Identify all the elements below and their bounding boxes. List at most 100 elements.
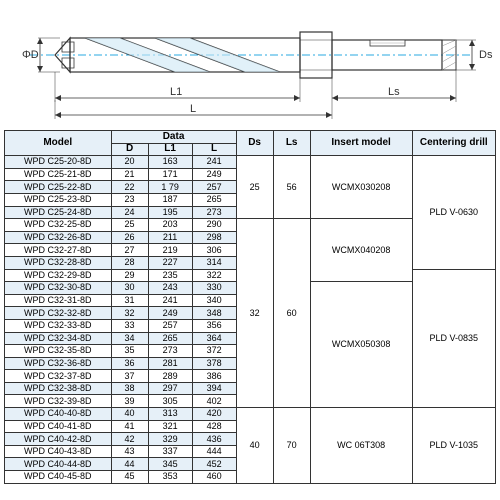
cell-model: WPD C32-37-8D <box>5 370 112 383</box>
cell-l: 452 <box>192 458 236 471</box>
label-phiD: ΦD <box>22 49 39 61</box>
cell-d: 41 <box>111 420 148 433</box>
cell-model: WPD C32-28-8D <box>5 256 112 269</box>
cell-l: 330 <box>192 282 236 295</box>
cell-ls: 60 <box>273 219 310 408</box>
cell-l1: 345 <box>148 458 192 471</box>
cell-l: 444 <box>192 445 236 458</box>
hdr-insert: Insert model <box>310 131 412 156</box>
cell-l1: 289 <box>148 370 192 383</box>
cell-d: 45 <box>111 471 148 484</box>
cell-d: 21 <box>111 168 148 181</box>
table-row: WPD C40-40-8D403134204070WC 06T308PLD V-… <box>5 408 496 421</box>
cell-l: 322 <box>192 269 236 282</box>
cell-l1: 243 <box>148 282 192 295</box>
hdr-ls: Ls <box>273 131 310 156</box>
cell-l1: 297 <box>148 382 192 395</box>
cell-l1: 211 <box>148 231 192 244</box>
cell-d: 29 <box>111 269 148 282</box>
cell-model: WPD C32-25-8D <box>5 219 112 232</box>
cell-model: WPD C40-41-8D <box>5 420 112 433</box>
cell-model: WPD C40-45-8D <box>5 471 112 484</box>
spec-table-area: Model Data Ds Ls Insert model Centering … <box>0 130 500 500</box>
hdr-ds: Ds <box>236 131 273 156</box>
cell-l1: 187 <box>148 193 192 206</box>
cell-d: 40 <box>111 408 148 421</box>
cell-centering: PLD V-0835 <box>412 269 495 408</box>
cell-model: WPD C40-44-8D <box>5 458 112 471</box>
cell-model: WPD C32-32-8D <box>5 307 112 320</box>
cell-model: WPD C25-24-8D <box>5 206 112 219</box>
cell-d: 20 <box>111 156 148 169</box>
cell-l1: 249 <box>148 307 192 320</box>
cell-model: WPD C32-27-8D <box>5 244 112 257</box>
cell-insert: WC 06T308 <box>310 408 412 484</box>
label-ls: Ls <box>388 86 400 98</box>
cell-model: WPD C40-43-8D <box>5 445 112 458</box>
cell-l: 298 <box>192 231 236 244</box>
cell-l1: 163 <box>148 156 192 169</box>
cell-ds: 40 <box>236 408 273 484</box>
cell-l1: 257 <box>148 319 192 332</box>
cell-model: WPD C32-36-8D <box>5 357 112 370</box>
cell-l1: 203 <box>148 219 192 232</box>
cell-d: 30 <box>111 282 148 295</box>
cell-l1: 227 <box>148 256 192 269</box>
cell-centering: PLD V-0630 <box>412 156 495 269</box>
cell-model: WPD C40-40-8D <box>5 408 112 421</box>
label-ds: Ds <box>479 49 493 61</box>
cell-model: WPD C32-26-8D <box>5 231 112 244</box>
cell-l: 257 <box>192 181 236 194</box>
cell-d: 42 <box>111 433 148 446</box>
cell-l1: 1 79 <box>148 181 192 194</box>
hdr-d: D <box>111 143 148 156</box>
cell-model: WPD C32-34-8D <box>5 332 112 345</box>
cell-model: WPD C25-22-8D <box>5 181 112 194</box>
cell-model: WPD C32-33-8D <box>5 319 112 332</box>
cell-d: 26 <box>111 231 148 244</box>
hdr-l: L <box>192 143 236 156</box>
cell-d: 43 <box>111 445 148 458</box>
cell-d: 28 <box>111 256 148 269</box>
hdr-l1: L1 <box>148 143 192 156</box>
cell-d: 22 <box>111 181 148 194</box>
drill-diagram-svg: ΦD Ds L1 L Ls <box>0 0 500 130</box>
cell-l1: 265 <box>148 332 192 345</box>
cell-l: 372 <box>192 345 236 358</box>
cell-l: 394 <box>192 382 236 395</box>
cell-d: 24 <box>111 206 148 219</box>
cell-l: 348 <box>192 307 236 320</box>
cell-d: 39 <box>111 395 148 408</box>
cell-centering: PLD V-1035 <box>412 408 495 484</box>
cell-d: 34 <box>111 332 148 345</box>
cell-l: 306 <box>192 244 236 257</box>
cell-d: 33 <box>111 319 148 332</box>
hdr-data: Data <box>111 131 236 144</box>
cell-ls: 56 <box>273 156 310 219</box>
cell-l: 265 <box>192 193 236 206</box>
cell-l: 460 <box>192 471 236 484</box>
hdr-centering: Centering drill <box>412 131 495 156</box>
cell-model: WPD C32-38-8D <box>5 382 112 395</box>
cell-d: 38 <box>111 382 148 395</box>
cell-ds: 25 <box>236 156 273 219</box>
spec-table: Model Data Ds Ls Insert model Centering … <box>4 130 496 484</box>
cell-d: 32 <box>111 307 148 320</box>
cell-l1: 235 <box>148 269 192 282</box>
cell-ls: 70 <box>273 408 310 484</box>
cell-l: 436 <box>192 433 236 446</box>
label-l: L <box>190 103 196 115</box>
label-l1: L1 <box>170 86 182 98</box>
cell-model: WPD C25-20-8D <box>5 156 112 169</box>
cell-l: 249 <box>192 168 236 181</box>
cell-d: 36 <box>111 357 148 370</box>
cell-l1: 171 <box>148 168 192 181</box>
cell-d: 27 <box>111 244 148 257</box>
cell-l1: 273 <box>148 345 192 358</box>
cell-l1: 353 <box>148 471 192 484</box>
cell-insert: WCMX030208 <box>310 156 412 219</box>
cell-l: 420 <box>192 408 236 421</box>
cell-l: 273 <box>192 206 236 219</box>
cell-l1: 329 <box>148 433 192 446</box>
cell-l: 356 <box>192 319 236 332</box>
